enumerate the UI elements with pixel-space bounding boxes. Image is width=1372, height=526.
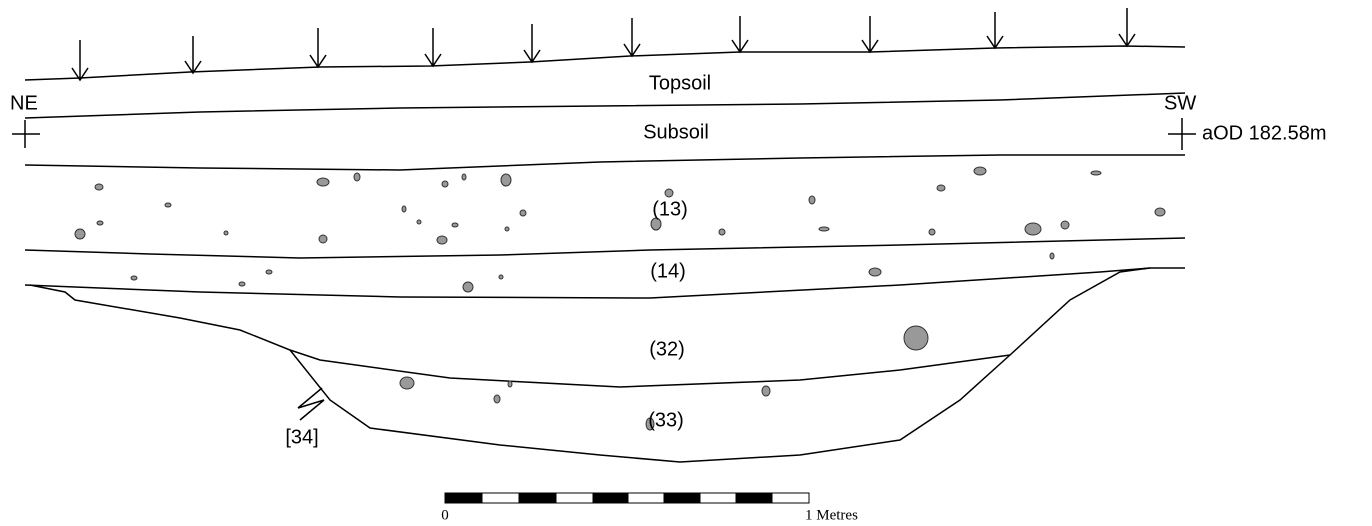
- scale-label: 1 Metres: [805, 507, 858, 523]
- cut-34: [29, 267, 1151, 463]
- orientation-label: NE: [10, 92, 38, 114]
- layer-label: Topsoil: [649, 72, 711, 94]
- context-label: (14): [650, 260, 686, 282]
- arrows: [71, 8, 1136, 82]
- layer-13-base: [24, 237, 1186, 259]
- layer-14-base: [24, 267, 1185, 299]
- context-label: (13): [652, 198, 688, 220]
- layer-label: Subsoil: [643, 121, 709, 143]
- datum-label: aOD 182.58m: [1202, 122, 1327, 144]
- cut-label: [34]: [285, 426, 318, 448]
- cut-pointer: [297, 387, 325, 421]
- stones: [74, 166, 1166, 431]
- scale-bar: [444, 492, 810, 504]
- subsoil-base: [24, 154, 1185, 171]
- topsoil-base: [24, 92, 1186, 119]
- crosshairs: [12, 118, 1196, 150]
- ground-surface: [24, 45, 1186, 81]
- context-label: (32): [649, 338, 685, 360]
- layer-boundaries: [24, 45, 1186, 463]
- context-label: (33): [648, 409, 684, 431]
- orientation-label: SW: [1164, 92, 1196, 114]
- layer-32-base: [289, 349, 1011, 388]
- scale-label: 0: [441, 507, 449, 523]
